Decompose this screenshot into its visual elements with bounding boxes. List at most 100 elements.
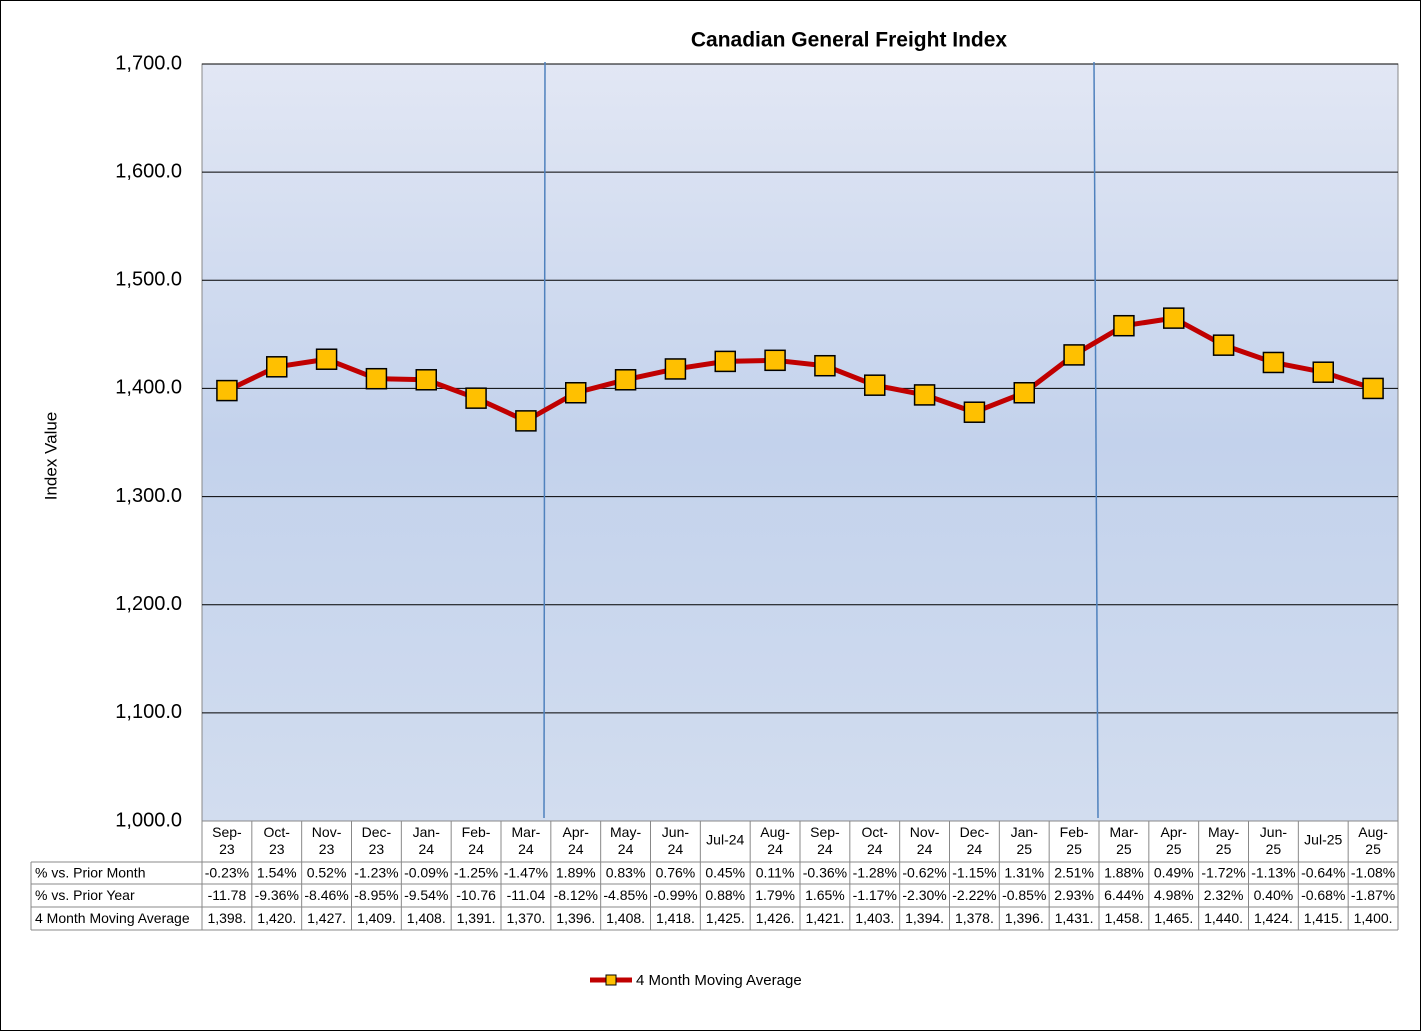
table-cell: 1.88% (1104, 865, 1144, 881)
chart-title: Canadian General Freight Index (691, 29, 1008, 52)
table-cell: -1.08% (1351, 865, 1395, 881)
table-cell: 2.32% (1204, 887, 1244, 903)
table-cell: 1,396. (556, 910, 595, 926)
table-cell: -11.04 (507, 887, 546, 903)
marker (216, 379, 238, 402)
table-cell: -1.23% (354, 865, 398, 881)
table-cell: -1.72% (1201, 865, 1245, 881)
category-label: Oct-23 (264, 824, 291, 857)
marker (1262, 351, 1285, 374)
category-label: Nov-23 (312, 824, 342, 857)
category-label: May-25 (1208, 824, 1239, 857)
y-axis-label: Index Value (41, 412, 60, 501)
marker (1362, 377, 1384, 400)
category-label: Dec-24 (960, 824, 990, 857)
table-cell: -1.13% (1251, 865, 1295, 881)
table-cell: 1,391. (457, 910, 496, 926)
table-cell: 2.93% (1054, 887, 1094, 903)
marker (315, 348, 338, 370)
y-tick-label: 1,300.0 (115, 485, 182, 507)
table-cell: 0.88% (705, 887, 745, 903)
category-label: Jul-24 (706, 832, 744, 848)
table-cell: -1.28% (853, 865, 897, 881)
category-label: May-24 (610, 824, 641, 857)
y-tick-label: 1,700.0 (115, 52, 182, 74)
marker (266, 356, 288, 378)
marker (614, 369, 637, 391)
table-cell: 1,418. (656, 910, 695, 926)
category-label: Jun-24 (662, 824, 690, 857)
table-cell: -0.09% (404, 865, 448, 881)
table-cell: -8.12% (554, 887, 598, 903)
table-cell: -1.25% (454, 865, 498, 881)
divider (543, 61, 546, 819)
table-cell: 1,408. (407, 910, 446, 926)
table-cell: 1,394. (905, 910, 944, 926)
category-label: Apr-25 (1161, 824, 1188, 857)
plot-area (201, 63, 1399, 822)
table-cell: 1.89% (556, 865, 596, 881)
marks (216, 307, 1384, 432)
category-label: Jan-25 (1011, 824, 1039, 857)
marker (913, 384, 936, 406)
category-label: Dec-23 (362, 824, 392, 857)
table-cell: -1.47% (504, 865, 548, 881)
category-label: Mar-24 (512, 824, 541, 857)
table-cell: 1,400. (1354, 910, 1393, 926)
table-cell: 1,465. (1154, 910, 1193, 926)
table-cell: -0.36% (803, 865, 847, 881)
table-cell: -1.87% (1351, 887, 1395, 903)
marker (415, 369, 437, 391)
marker (1163, 307, 1185, 329)
y-tick-label: 1,100.0 (115, 701, 182, 723)
table-cell: 1,398. (207, 910, 246, 926)
y-tick-label: 1,200.0 (115, 593, 182, 615)
table-cell: 6.44% (1104, 887, 1144, 903)
row-label: 4 Month Moving Average (35, 910, 190, 926)
table-cell: -0.68% (1301, 887, 1345, 903)
marker (1312, 361, 1334, 383)
table-cell: 0.49% (1154, 865, 1194, 881)
table-cell: 1,378. (955, 910, 994, 926)
category-label: Feb-24 (462, 824, 491, 857)
marker (814, 354, 836, 377)
table-cell: 1,415. (1304, 910, 1343, 926)
category-label: Apr-24 (563, 824, 590, 857)
table-cell: 1.54% (257, 865, 297, 881)
marker (714, 350, 736, 373)
category-label: Jan-24 (413, 824, 441, 857)
marker (764, 349, 786, 372)
category-label: Sep-23 (212, 824, 242, 857)
table-cell: -0.99% (653, 887, 697, 903)
table-cell: 1,440. (1204, 910, 1243, 926)
table-cell: 1.65% (805, 887, 845, 903)
legend-marker (605, 974, 617, 986)
table-cell: 0.52% (307, 865, 347, 881)
row-label: % vs. Prior Month (35, 865, 145, 881)
category-label: Oct-24 (862, 824, 889, 857)
category-label: Nov-24 (910, 824, 940, 857)
table-cell: 2.51% (1054, 865, 1094, 881)
marker (963, 401, 986, 423)
table-cell: -4.85% (603, 887, 647, 903)
table-cell: -8.95% (354, 887, 398, 903)
marker (864, 374, 886, 396)
table-cell: 1,409. (357, 910, 396, 926)
marker (1212, 334, 1235, 356)
table-cell: -0.64% (1301, 865, 1345, 881)
table-cell: 1,396. (1005, 910, 1044, 926)
table-cell: 1.31% (1004, 865, 1044, 881)
marker (1113, 314, 1135, 337)
marker (1013, 382, 1035, 404)
table-cell: 1,403. (855, 910, 894, 926)
table-cell: -9.54% (404, 887, 448, 903)
table-cell: -8.46% (304, 887, 348, 903)
table-cell: 1,427. (307, 910, 346, 926)
y-tick-label: 1,600.0 (115, 160, 182, 182)
marker (664, 358, 687, 380)
table-cell: 0.11% (756, 865, 795, 881)
category-label: Feb-25 (1060, 824, 1089, 857)
table-cell: -2.30% (902, 887, 946, 903)
table-cell: 1,431. (1055, 910, 1094, 926)
